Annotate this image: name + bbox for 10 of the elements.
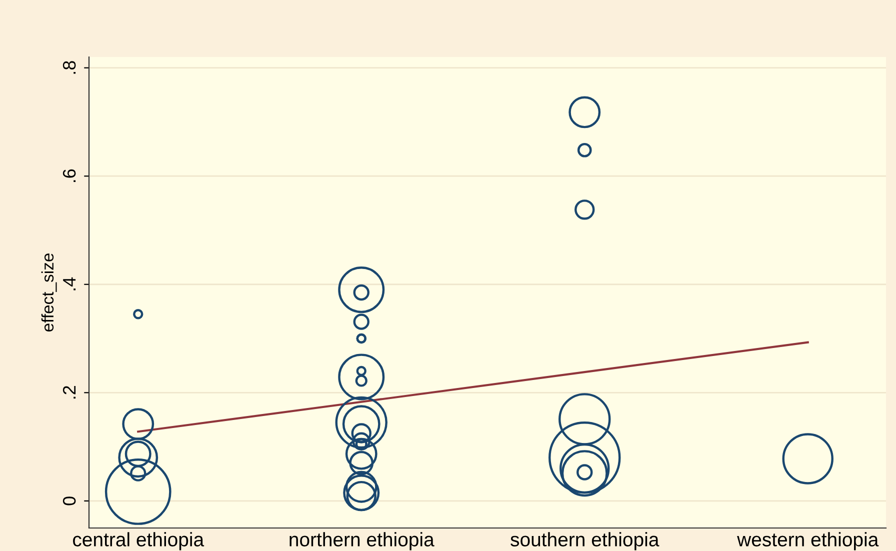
x-tick-label: northern ethiopia bbox=[290, 532, 434, 550]
x-tick-label: western ethiopia bbox=[737, 532, 879, 550]
y-tick-label: 0 bbox=[62, 496, 76, 506]
y-tick-label: .2 bbox=[62, 386, 76, 399]
y-axis-title: effect_size bbox=[41, 254, 57, 332]
y-tick-label: .6 bbox=[62, 169, 76, 182]
y-tick-label: .8 bbox=[62, 61, 76, 74]
x-tick-label: central ethiopia bbox=[73, 532, 204, 550]
x-tick-label: southern ethiopia bbox=[510, 532, 660, 550]
y-tick-label: .4 bbox=[63, 277, 76, 290]
